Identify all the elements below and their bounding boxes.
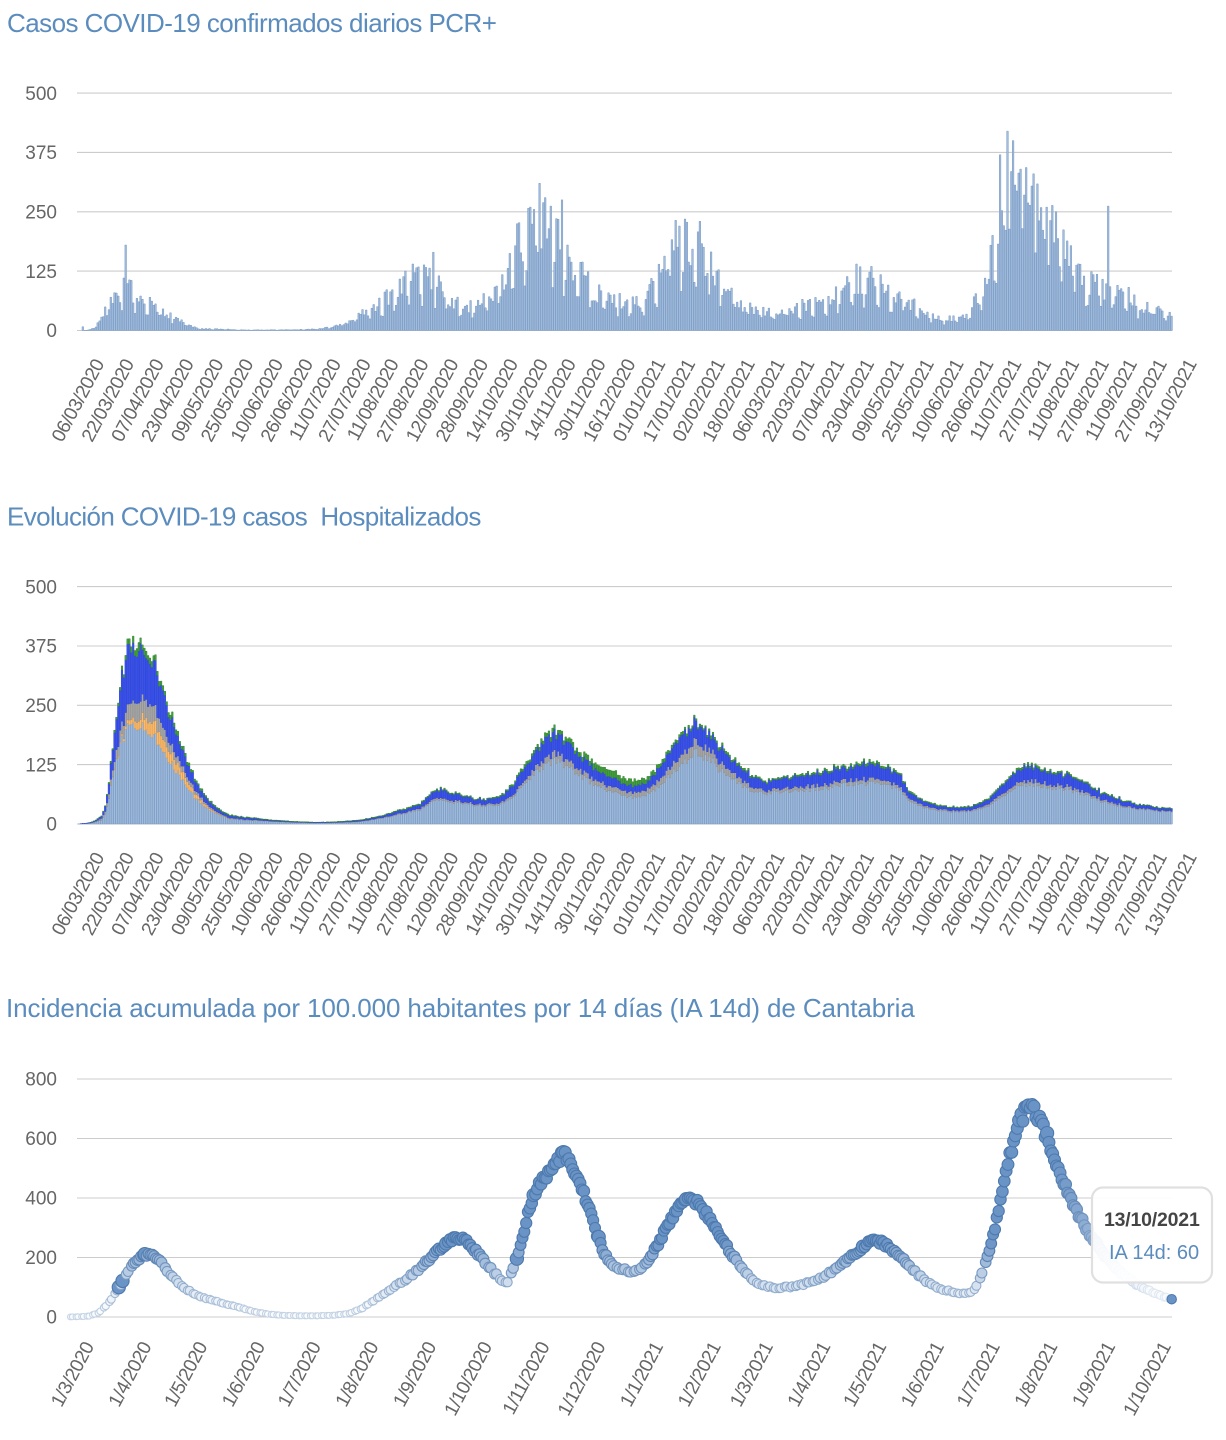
svg-text:125: 125: [25, 262, 57, 283]
svg-text:13/10/2021: 13/10/2021: [1104, 1209, 1200, 1231]
svg-text:250: 250: [25, 203, 57, 224]
svg-text:500: 500: [25, 577, 57, 598]
svg-text:250: 250: [25, 696, 57, 717]
svg-text:375: 375: [25, 637, 57, 658]
svg-text:400: 400: [25, 1189, 57, 1210]
svg-text:0: 0: [46, 321, 57, 342]
svg-text:125: 125: [25, 755, 57, 776]
svg-text:IA 14d: 60: IA 14d: 60: [1109, 1242, 1199, 1264]
svg-text:0: 0: [46, 815, 57, 836]
svg-text:600: 600: [25, 1129, 57, 1150]
svg-text:Casos COVID-19 confirmados dia: Casos COVID-19 confirmados diarios PCR+: [7, 8, 496, 38]
svg-text:0: 0: [46, 1308, 57, 1329]
svg-text:Incidencia acumulada por 100.0: Incidencia acumulada por 100.000 habitan…: [6, 993, 915, 1023]
svg-text:500: 500: [25, 84, 57, 105]
svg-text:800: 800: [25, 1070, 57, 1091]
svg-text:Evolución COVID-19 casos Hosp: Evolución COVID-19 casos Hospitalizados: [7, 502, 481, 532]
svg-text:200: 200: [25, 1248, 57, 1269]
svg-text:375: 375: [25, 143, 57, 164]
